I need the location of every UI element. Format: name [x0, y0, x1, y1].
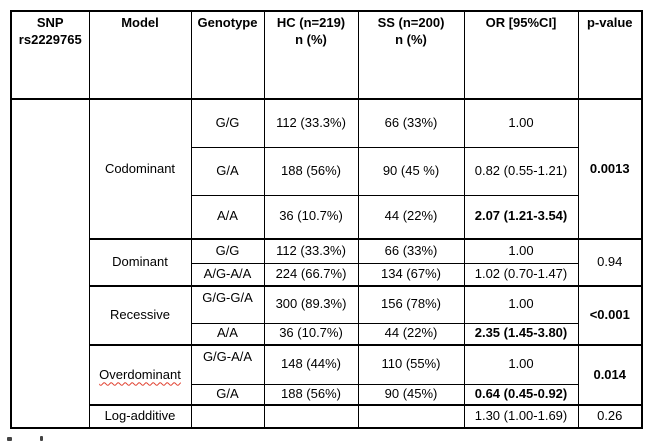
hc-cell: 188 (56%) — [263, 383, 359, 406]
header-model: Model — [88, 10, 192, 100]
genotype-cell: A/G-A/A — [190, 262, 265, 287]
genotype-cell: G/G — [190, 98, 265, 148]
or-cell: 1.02 (0.70-1.47) — [463, 262, 579, 287]
header-or: OR [95%CI] — [463, 10, 579, 100]
genotype-cell: G/A — [190, 146, 265, 196]
table-row: G/A 188 (56%) 90 (45 %) 0.82 (0.55-1.21) — [11, 146, 642, 196]
ss-cell: 90 (45 %) — [357, 146, 465, 196]
spellcheck-underlined-text: Overdominant — [99, 366, 181, 382]
hc-cell — [263, 404, 359, 429]
table-row: A/A 36 (10.7%) 44 (22%) 2.35 (1.45-3.80) — [11, 322, 642, 346]
table-row: Recessive G/G-G/A 300 (89.3%) 156 (78%) … — [11, 285, 643, 346]
ss-cell: 134 (67%) — [357, 262, 465, 287]
ss-cell: 90 (45%) — [357, 383, 465, 406]
model-cell-log-additive: Log-additive — [88, 404, 192, 429]
genotype-cell: G/A — [190, 383, 265, 406]
model-cell-dominant: Dominant — [88, 238, 192, 287]
header-hc-line1: HC (n=219) — [276, 15, 346, 30]
header-ss-line1: SS (n=200) — [377, 15, 445, 30]
model-cell-codominant: Codominant — [88, 98, 192, 240]
pvalue-cell: 0.94 — [577, 238, 643, 287]
pvalue-cell: <0.001 — [577, 285, 643, 346]
header-ss: SS (n=200) n (%) — [357, 10, 465, 100]
header-hc: HC (n=219) n (%) — [263, 10, 359, 100]
hc-cell: 188 (56%) — [263, 146, 359, 196]
hc-cell: 112 (33.3%) — [263, 238, 359, 264]
or-cell: 1.00 — [463, 285, 579, 324]
genotype-cell: A/A — [190, 322, 265, 346]
genotype-cell: G/G-A/A — [190, 344, 265, 385]
table-row: Log-additive 1.30 (1.00-1.69) 0.26 — [11, 404, 643, 429]
or-cell: 1.00 — [463, 98, 579, 148]
header-snp-line1: SNP — [36, 15, 64, 30]
hc-cell: 112 (33.3%) — [263, 98, 359, 148]
header-pvalue: p-value — [577, 10, 643, 100]
snp-association-table: SNP rs2229765 Model Genotype HC (n=219) … — [10, 10, 643, 429]
or-cell: 2.35 (1.45-3.80) — [463, 322, 579, 346]
hc-cell: 148 (44%) — [263, 344, 359, 385]
ss-cell: 44 (22%) — [357, 322, 465, 346]
or-cell: 2.07 (1.21-3.54) — [463, 194, 579, 240]
model-cell-overdominant: Overdominant — [88, 344, 192, 406]
genotype-cell: G/G — [190, 238, 265, 264]
or-cell: 0.64 (0.45-0.92) — [463, 383, 579, 406]
hc-cell: 224 (66.7%) — [263, 262, 359, 287]
table-row: A/G-A/A 224 (66.7%) 134 (67%) 1.02 (0.70… — [11, 262, 642, 287]
hc-cell: 36 (10.7%) — [263, 194, 359, 240]
or-cell: 1.00 — [463, 344, 579, 385]
ss-cell: 44 (22%) — [357, 194, 465, 240]
or-cell: 0.82 (0.55-1.21) — [463, 146, 579, 196]
header-ss-line2: n (%) — [395, 31, 427, 47]
or-cell: 1.30 (1.00-1.69) — [463, 404, 579, 429]
table-row: Dominant G/G 112 (33.3%) 66 (33%) 1.00 0… — [11, 238, 643, 287]
hc-cell: 300 (89.3%) — [263, 285, 359, 324]
table-row: A/A 36 (10.7%) 44 (22%) 2.07 (1.21-3.54) — [11, 194, 642, 240]
cropped-text-fragment — [40, 436, 43, 441]
table-row: Overdominant G/G-A/A 148 (44%) 110 (55%)… — [11, 344, 643, 406]
genotype-cell — [190, 404, 265, 429]
table-row: G/A 188 (56%) 90 (45%) 0.64 (0.45-0.92) — [11, 383, 642, 406]
header-snp: SNP rs2229765 — [10, 10, 90, 100]
cropped-text-fragment — [7, 437, 12, 441]
header-hc-line2: n (%) — [295, 31, 327, 47]
header-snp-line2: rs2229765 — [18, 31, 82, 47]
ss-cell: 156 (78%) — [357, 285, 465, 324]
or-cell: 1.00 — [463, 238, 579, 264]
ss-cell — [357, 404, 465, 429]
hc-cell: 36 (10.7%) — [263, 322, 359, 346]
pvalue-cell: 0.26 — [577, 404, 643, 429]
header-row: SNP rs2229765 Model Genotype HC (n=219) … — [10, 10, 643, 100]
snp-spanner-cell — [10, 98, 90, 429]
genotype-cell: A/A — [190, 194, 265, 240]
pvalue-cell: 0.0013 — [577, 98, 643, 240]
table-row: Codominant G/G 112 (33.3%) 66 (33%) 1.00… — [10, 98, 643, 429]
pvalue-cell: 0.014 — [577, 344, 643, 406]
genotype-cell: G/G-G/A — [190, 285, 265, 324]
header-genotype: Genotype — [190, 10, 265, 100]
ss-cell: 66 (33%) — [357, 98, 465, 148]
model-cell-recessive: Recessive — [88, 285, 192, 346]
ss-cell: 110 (55%) — [357, 344, 465, 385]
ss-cell: 66 (33%) — [357, 238, 465, 264]
